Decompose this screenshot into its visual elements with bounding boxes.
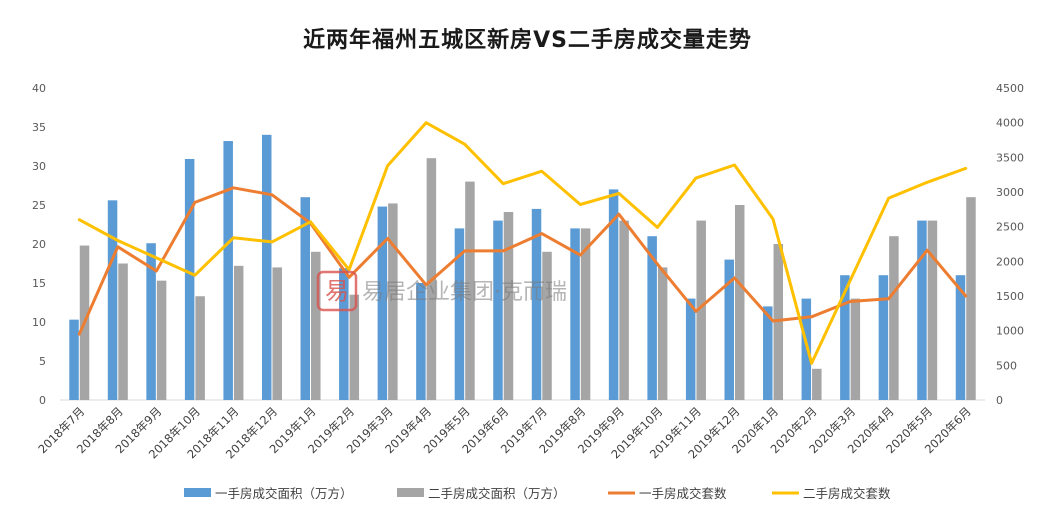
resale-area-bar [311, 251, 321, 400]
new-home-area-bar [107, 200, 118, 400]
resale-area-bar [927, 220, 938, 400]
legend: 一手房成交面积（万方） 二手房成交面积（万方） 一手房成交套数 二手房成交套数 [184, 486, 891, 501]
new-home-area-bar [955, 275, 966, 400]
left-axis-tick: 0 [39, 394, 46, 407]
new-home-area-bar [300, 197, 311, 400]
new-home-area-bar [146, 243, 156, 400]
left-axis-tick: 15 [32, 277, 46, 290]
new-home-area-bar [261, 134, 272, 401]
new-home-area-bar [454, 228, 465, 400]
new-home-area-bar [724, 259, 734, 400]
resale-area-bar [734, 205, 745, 400]
legend-label: 二手房成交面积（万方） [428, 486, 566, 501]
watermark-seal-icon [316, 270, 358, 312]
right-axis-tick: 3500 [996, 151, 1024, 164]
new-home-area-bar [608, 189, 619, 400]
bar-series-group [69, 134, 976, 401]
resale-area-bar [156, 280, 167, 400]
right-axis-tick: 2500 [996, 221, 1024, 234]
new-home-area-bar [917, 220, 927, 400]
left-axis-tick: 20 [32, 238, 46, 251]
resale-area-bar [619, 220, 629, 400]
left-axis-tick: 30 [32, 160, 46, 173]
resale-area-bar [272, 267, 282, 400]
right-axis-tick: 1500 [996, 290, 1024, 303]
new-home-area-bar [878, 275, 889, 400]
resale-area-bar [503, 212, 514, 400]
right-axis: 0 500 1000 1500 2000 2500 3000 3500 4000 4500 [996, 82, 1024, 407]
resale-area-bar [195, 296, 205, 400]
x-axis-ticks: 2018年7月2018年8月2018年9月2018年10月2018年11月201… [35, 404, 973, 461]
new-home-area-bar [570, 228, 580, 400]
left-axis-tick: 35 [32, 121, 46, 134]
resale-area-bar [773, 244, 784, 400]
right-axis-tick: 4500 [996, 82, 1024, 95]
new-home-units-line [77, 186, 968, 336]
new-home-area-bar [531, 208, 542, 400]
legend-label: 一手房成交套数 [639, 486, 727, 501]
chart-title: 近两年福州五城区新房VS二手房成交量走势 [303, 28, 752, 53]
legend-label: 一手房成交面积（万方） [215, 486, 353, 501]
resale-units-line [77, 121, 968, 365]
watermark-seal-char: 易 [325, 277, 349, 305]
legend-swatch [184, 488, 211, 497]
left-axis-tick: 25 [32, 199, 46, 212]
resale-area-bar [580, 228, 591, 400]
resale-area-bar [657, 267, 668, 400]
new-home-area-bar [840, 275, 850, 400]
resale-area-bar [889, 236, 899, 400]
new-home-area-bar [339, 268, 349, 400]
right-axis-tick: 4000 [996, 117, 1024, 130]
new-home-area-bar [493, 220, 503, 400]
line-series-group [77, 121, 968, 365]
resale-area-bar [388, 203, 398, 400]
watermark-text: 易居企业集团·克而瑞 [362, 280, 567, 305]
resale-area-bar [542, 251, 552, 400]
resale-area-bar [465, 181, 475, 400]
right-axis-tick: 0 [996, 394, 1003, 407]
left-axis-tick: 10 [32, 316, 46, 329]
resale-area-bar [850, 298, 861, 400]
right-axis-tick: 3000 [996, 186, 1024, 199]
new-home-area-bar [647, 236, 657, 400]
legend-label: 二手房成交套数 [803, 486, 891, 501]
resale-area-bar [349, 294, 360, 400]
resale-area-bar [812, 368, 822, 400]
new-home-area-bar [377, 206, 388, 400]
right-axis-tick: 1000 [996, 325, 1024, 338]
left-axis-tick: 5 [39, 355, 46, 368]
new-home-area-bar [69, 319, 79, 400]
new-home-area-bar [685, 298, 696, 400]
resale-area-bar [966, 197, 976, 400]
new-home-area-bar [416, 283, 426, 400]
new-home-area-bar [763, 306, 773, 400]
resale-area-bar [233, 265, 244, 400]
new-home-area-bar [184, 158, 195, 400]
resale-area-bar [696, 220, 706, 400]
legend-swatch [397, 488, 424, 497]
new-home-area-bar [223, 141, 233, 401]
right-axis-tick: 500 [996, 359, 1017, 372]
left-axis-tick: 40 [32, 82, 46, 95]
watermark: 易 易居企业集团·克而瑞 [316, 270, 567, 312]
right-axis-tick: 2000 [996, 255, 1024, 268]
left-axis: 0 5 10 15 20 25 30 35 40 [32, 82, 46, 407]
resale-area-bar [118, 263, 128, 400]
